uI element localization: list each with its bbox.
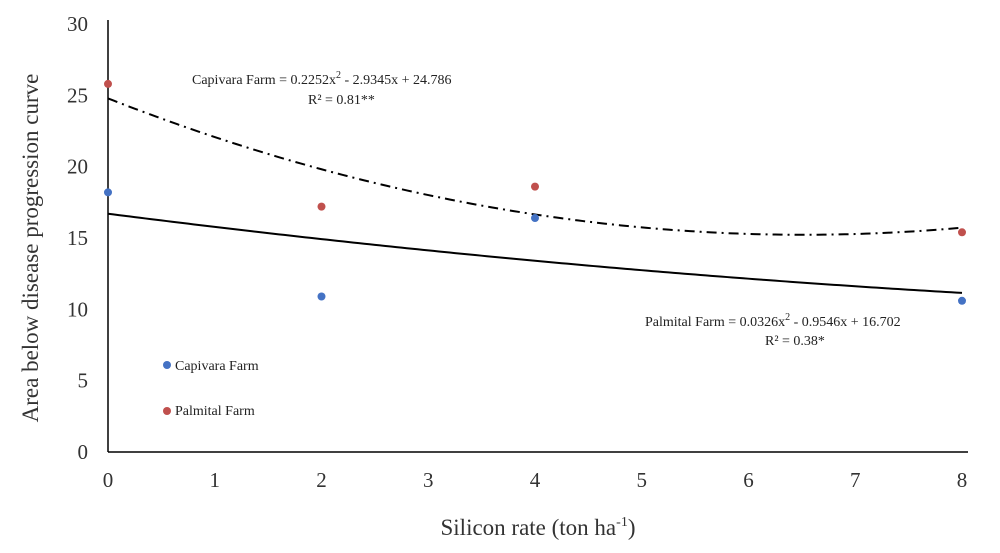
capivara-point bbox=[958, 296, 966, 305]
capivara-r2: R² = 0.81** bbox=[308, 93, 375, 108]
y-tick-label: 25 bbox=[67, 83, 88, 107]
y-tick-label: 0 bbox=[78, 440, 89, 464]
capivara-point bbox=[531, 214, 539, 223]
y-tick-label: 5 bbox=[78, 369, 89, 393]
x-tick-label: 6 bbox=[743, 468, 754, 492]
y-tick-label: 15 bbox=[67, 226, 88, 250]
palmital-point bbox=[958, 228, 966, 237]
capivara-equation-prefix: Capivara Farm = 0.2252x bbox=[192, 73, 336, 88]
x-tick-label: 5 bbox=[637, 468, 648, 492]
palmital-equation-prefix: Palmital Farm = 0.0326x bbox=[645, 315, 785, 330]
y-tick-label: 20 bbox=[67, 155, 88, 179]
legend-label-palmital: Palmital Farm bbox=[175, 404, 255, 419]
x-tick-label: 3 bbox=[423, 468, 434, 492]
palmital-point bbox=[531, 182, 539, 191]
capivara-equation-suffix: - 2.9345x + 24.786 bbox=[341, 73, 452, 88]
x-axis-title: Silicon rate (ton ha-1) bbox=[441, 515, 636, 540]
capivara-point bbox=[104, 188, 112, 197]
x-tick-label: 7 bbox=[850, 468, 861, 492]
x-tick-label: 0 bbox=[103, 468, 114, 492]
palmital-equation-suffix: - 0.9546x + 16.702 bbox=[790, 315, 901, 330]
legend: Capivara Farm Palmital Farm bbox=[163, 359, 259, 419]
palmital-r2: R² = 0.38* bbox=[765, 334, 825, 349]
capivara-equation-exponent: 2 bbox=[336, 70, 341, 81]
x-axis-title-main: Silicon rate (ton ha bbox=[441, 515, 617, 540]
palmital-equation-exponent: 2 bbox=[785, 312, 790, 323]
x-tick-label: 4 bbox=[530, 468, 541, 492]
legend-marker-capivara bbox=[163, 361, 171, 369]
x-tick-label: 2 bbox=[316, 468, 327, 492]
legend-marker-palmital bbox=[163, 407, 171, 415]
legend-label-capivara: Capivara Farm bbox=[175, 359, 259, 374]
y-tick-label: 30 bbox=[67, 12, 88, 36]
palmital-point bbox=[104, 79, 112, 88]
y-tick-label: 10 bbox=[67, 297, 88, 321]
y-axis-ticks: 0 5 10 15 20 25 30 bbox=[67, 12, 88, 464]
x-tick-label: 1 bbox=[210, 468, 221, 492]
capivara-point bbox=[317, 292, 326, 301]
palmital-point bbox=[317, 202, 326, 211]
palmital-equation: Palmital Farm = 0.0326x2 - 0.9546x + 16.… bbox=[645, 312, 901, 330]
x-axis-title-sup: -1 bbox=[616, 515, 628, 530]
x-tick-label: 8 bbox=[957, 468, 968, 492]
x-axis-ticks: 0 1 2 3 4 5 6 7 8 bbox=[103, 468, 968, 492]
y-axis-title: Area below disease progression curve bbox=[18, 74, 43, 423]
x-axis-title-end: ) bbox=[628, 515, 636, 540]
trendline-palmital bbox=[107, 212, 963, 294]
capivara-equation: Capivara Farm = 0.2252x2 - 2.9345x + 24.… bbox=[192, 70, 452, 88]
axes bbox=[107, 20, 968, 453]
data-points bbox=[104, 79, 966, 305]
trendlines bbox=[107, 97, 963, 294]
